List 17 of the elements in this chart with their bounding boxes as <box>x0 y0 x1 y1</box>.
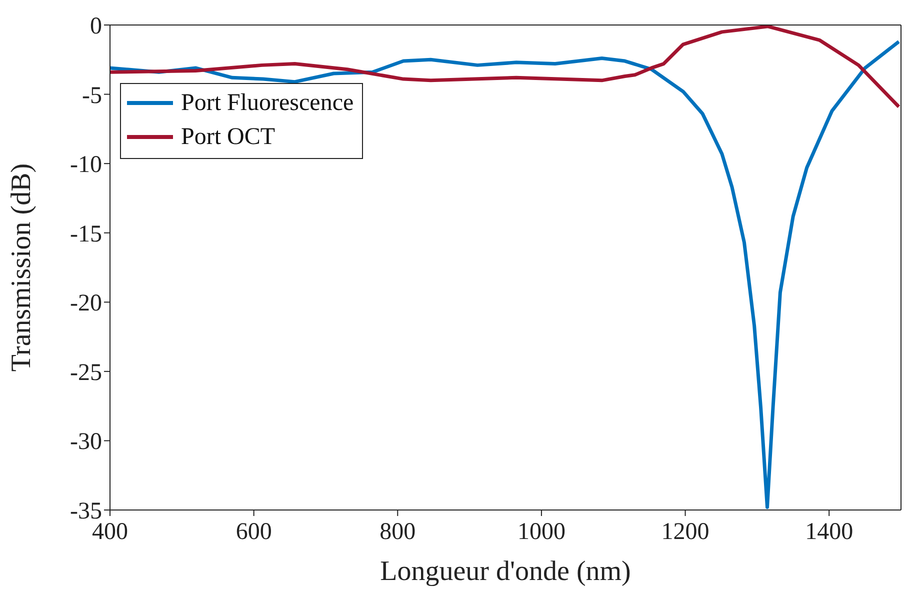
legend-label: Port OCT <box>181 124 276 150</box>
y-tick-label: -5 <box>82 82 102 109</box>
x-tick-label: 1000 <box>517 519 566 546</box>
y-axis-title: Transmission (dB) <box>6 163 37 372</box>
y-tick-label: -25 <box>70 360 102 386</box>
legend-label: Port Fluorescence <box>181 90 354 116</box>
x-tick-label: 600 <box>236 519 272 546</box>
x-tick-label: 400 <box>92 519 128 546</box>
y-tick-label: -30 <box>70 429 102 456</box>
x-tick-label: 800 <box>380 519 416 546</box>
x-tick-label: 1400 <box>805 519 854 546</box>
x-axis-title: Longueur d'onde (nm) <box>380 556 631 587</box>
y-tick-label: -20 <box>70 290 102 317</box>
y-tick-label: 0 <box>90 14 102 40</box>
x-tick-label: 1200 <box>661 519 710 546</box>
y-tick-label: -15 <box>70 221 102 248</box>
y-tick-label: -10 <box>70 152 102 178</box>
